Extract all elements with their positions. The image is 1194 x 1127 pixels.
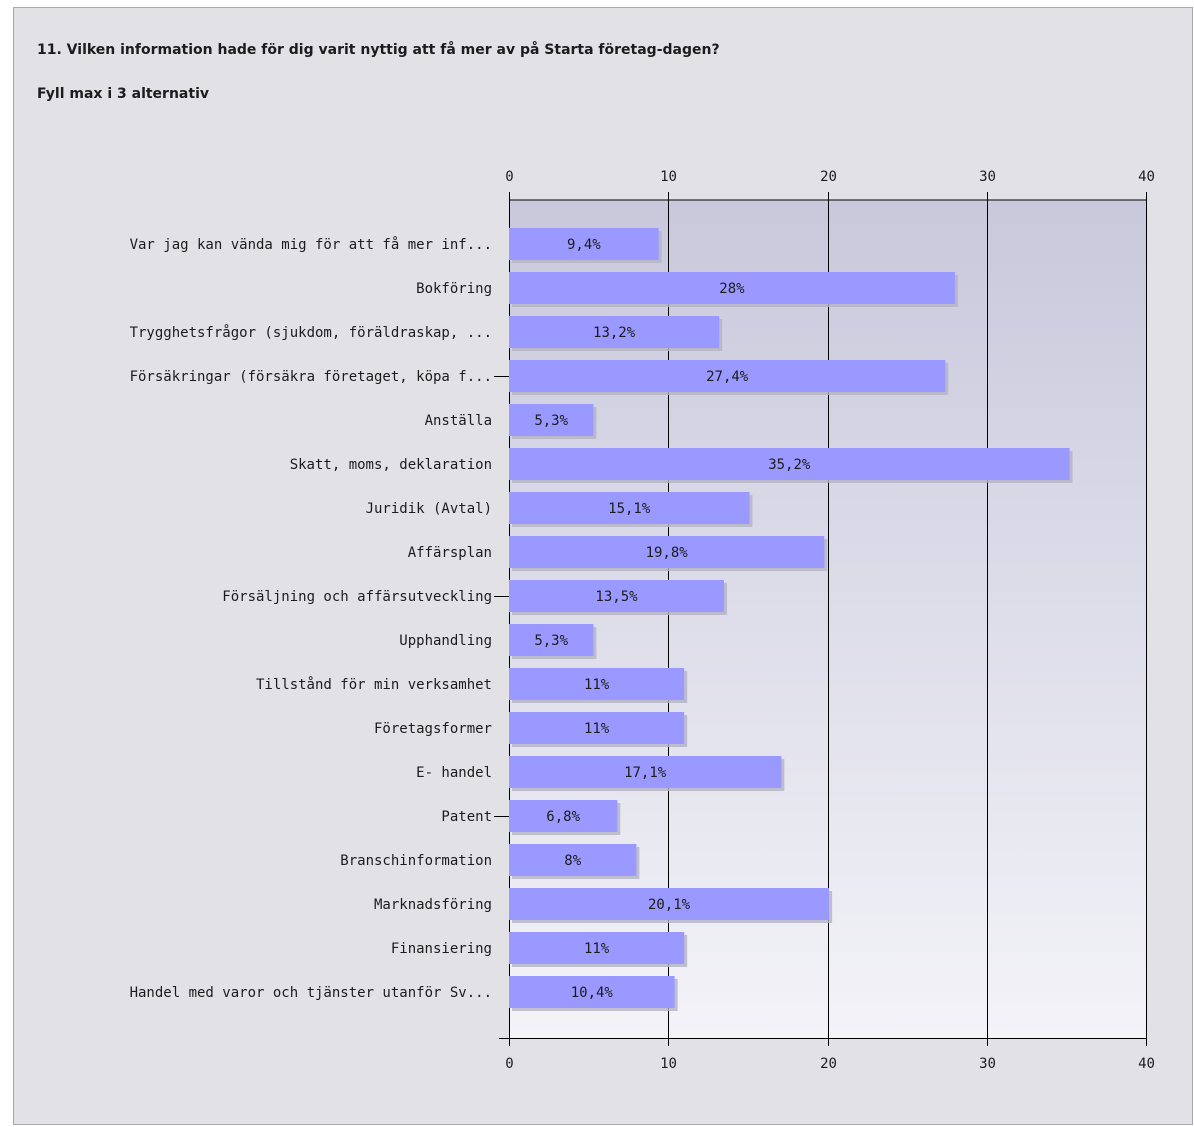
bar <box>509 668 685 700</box>
bar-value-label: 20,1% <box>648 897 691 913</box>
bar-value-label: 11% <box>584 721 610 737</box>
bar-value-label: 11% <box>584 941 610 957</box>
category-label: Patent <box>441 809 492 825</box>
bar-value-label: 15,1% <box>608 501 651 517</box>
bar <box>509 712 685 744</box>
bar <box>509 800 618 832</box>
x-tick-label-bottom: 20 <box>820 1056 837 1072</box>
bar <box>509 492 750 524</box>
bar-value-label: 8% <box>564 853 581 869</box>
x-tick-label-top: 10 <box>660 169 677 185</box>
bar <box>509 888 830 920</box>
x-tick-label-bottom: 30 <box>979 1056 996 1072</box>
x-tick-label-top: 40 <box>1138 169 1155 185</box>
bar <box>509 404 594 436</box>
bar-value-label: 9,4% <box>567 237 601 253</box>
category-label: Finansiering <box>391 941 492 957</box>
x-tick-label-top: 20 <box>820 169 837 185</box>
bar-value-label: 5,3% <box>534 413 568 429</box>
bar-value-label: 19,8% <box>646 545 689 561</box>
bar-value-label: 11% <box>584 677 610 693</box>
bar-value-label: 13,2% <box>593 325 636 341</box>
bar <box>509 580 724 612</box>
bar <box>509 624 594 656</box>
bar <box>509 448 1070 480</box>
category-label: Företagsformer <box>374 721 492 737</box>
category-label: E- handel <box>416 765 492 781</box>
category-label: Tillstånd för min verksamhet <box>256 676 492 693</box>
category-label: Affärsplan <box>408 545 492 561</box>
category-label: Upphandling <box>399 633 492 649</box>
bar <box>509 932 685 964</box>
x-tick-label-top: 30 <box>979 169 996 185</box>
bar-value-label: 17,1% <box>624 765 667 781</box>
bar-value-label: 27,4% <box>706 369 749 385</box>
x-tick-label-bottom: 40 <box>1138 1056 1155 1072</box>
bar-value-label: 10,4% <box>571 985 614 1001</box>
x-tick-label-bottom: 10 <box>660 1056 677 1072</box>
category-label: Trygghetsfrågor (sjukdom, föräldraskap, … <box>130 324 492 341</box>
bar <box>509 756 782 788</box>
bar <box>509 976 675 1008</box>
bar <box>509 272 955 304</box>
bar-value-label: 5,3% <box>534 633 568 649</box>
category-label: Försäljning och affärsutveckling <box>222 589 492 605</box>
bar <box>509 316 720 348</box>
bar-value-label: 6,8% <box>546 809 580 825</box>
category-label: Branschinformation <box>340 853 492 869</box>
category-label: Anställa <box>425 413 492 429</box>
category-label: Bokföring <box>416 281 492 297</box>
category-label: Marknadsföring <box>374 897 492 913</box>
category-label: Försäkringar (försäkra företaget, köpa f… <box>130 369 492 385</box>
bar <box>509 536 825 568</box>
category-label: Handel med varor och tjänster utanför Sv… <box>130 985 492 1001</box>
category-label: Var jag kan vända mig för att få mer inf… <box>130 236 492 253</box>
x-tick-label-bottom: 0 <box>505 1056 513 1072</box>
bar <box>509 844 637 876</box>
bar <box>509 228 659 260</box>
category-label: Skatt, moms, deklaration <box>290 457 492 473</box>
bar-value-label: 35,2% <box>768 457 811 473</box>
bar-value-label: 13,5% <box>595 589 638 605</box>
bar <box>509 360 946 392</box>
category-label: Juridik (Avtal) <box>366 501 492 517</box>
question-title: 11. Vilken information hade för dig vari… <box>37 42 720 58</box>
bar-value-label: 28% <box>719 281 745 297</box>
x-tick-label-top: 0 <box>505 169 513 185</box>
question-instruction: Fyll max i 3 alternativ <box>37 86 209 102</box>
